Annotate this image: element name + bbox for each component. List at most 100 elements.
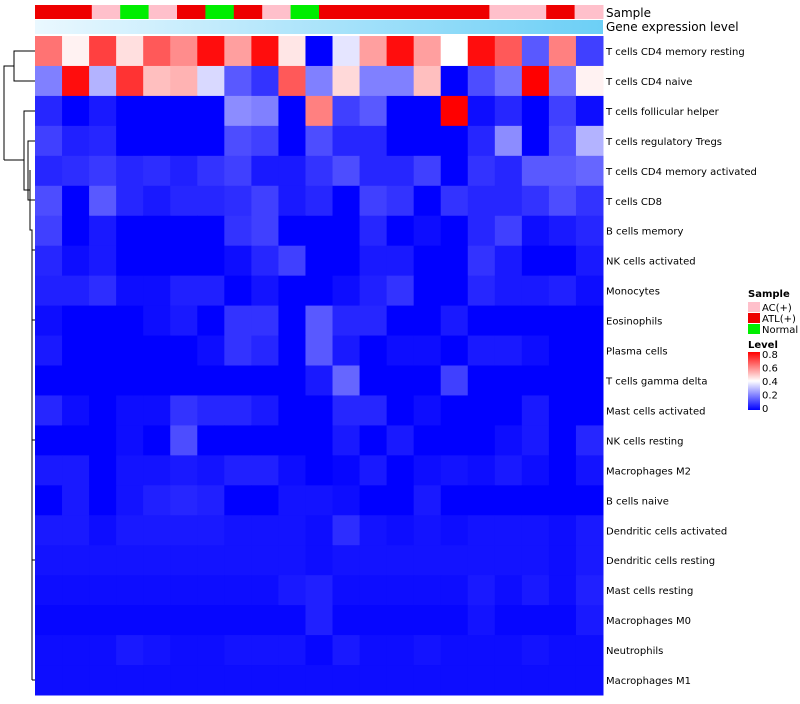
heatmap-cell (62, 155, 90, 187)
heatmap-cell (143, 455, 171, 486)
heatmap-cell (359, 575, 388, 606)
heatmap-cell (197, 215, 225, 247)
heatmap-cell (494, 305, 523, 337)
heatmap-cell (116, 215, 144, 247)
row-label: NK cells activated (606, 257, 696, 268)
heatmap-cell (494, 125, 523, 157)
heatmap-cell (413, 455, 442, 486)
heatmap-cell (170, 515, 198, 546)
heatmap-cell (467, 305, 496, 337)
heatmap-cell (224, 185, 252, 217)
heatmap-cell (251, 545, 279, 576)
row-label: B cells naive (606, 496, 669, 507)
heatmap-cell (413, 635, 442, 666)
heatmap-cell (386, 665, 415, 696)
heatmap-cell (116, 185, 144, 217)
heatmap-cell (575, 65, 604, 97)
heatmap-cell (89, 335, 117, 366)
heatmap-cell (170, 665, 198, 696)
heatmap-cell (35, 455, 63, 486)
heatmap-cell (62, 275, 90, 307)
heatmap-cell (62, 665, 90, 696)
heatmap-cell (440, 65, 469, 97)
heatmap-cell (386, 365, 415, 396)
heatmap-cell (197, 455, 225, 486)
row-labels: T cells CD4 memory resting T cells CD4 na… (605, 47, 757, 687)
heatmap-cell (494, 365, 523, 396)
heatmap-cell (143, 425, 171, 456)
heatmap-cell (170, 155, 198, 187)
heatmap-cell (359, 125, 388, 157)
level-tick-label: 0.2 (762, 391, 778, 402)
heatmap-cell (494, 95, 523, 127)
heatmap-cell (440, 605, 469, 636)
heatmap-cell (89, 36, 117, 67)
gene-expression-bar (35, 20, 603, 34)
heatmap-cell (224, 665, 252, 696)
heatmap-cell (440, 275, 469, 307)
row-label: B cells memory (606, 227, 683, 238)
heatmap-cell (386, 395, 415, 426)
level-tick-label: 0.8 (762, 350, 778, 361)
heatmap-cell (305, 515, 334, 546)
heatmap-cell (197, 515, 225, 546)
heatmap-cell (494, 425, 523, 456)
heatmap-cell (575, 635, 604, 666)
heatmap-cell (467, 365, 496, 396)
heatmap-cell (89, 605, 117, 636)
heatmap-cell (89, 125, 117, 157)
row-label: Macrophages M1 (606, 676, 691, 687)
heatmap-cell (521, 605, 550, 636)
heatmap-cell (359, 635, 388, 666)
heatmap-cell (170, 545, 198, 576)
heatmap-cell (62, 485, 90, 516)
heatmap-cell (548, 575, 577, 606)
heatmap-cell (413, 395, 442, 426)
heatmap-cell (224, 425, 252, 456)
heatmap-cell (143, 515, 171, 546)
heatmap-cell (89, 95, 117, 127)
heatmap-cell (494, 455, 523, 486)
heatmap-cell (440, 245, 469, 277)
heatmap-cell (575, 155, 604, 187)
heatmap-cell (413, 305, 442, 337)
sample-annotation-cell (347, 5, 377, 19)
heatmap-cell (143, 335, 171, 366)
heatmap-cell (521, 36, 550, 67)
heatmap-cell (197, 665, 225, 696)
heatmap-cell (224, 635, 252, 666)
heatmap-cell (251, 185, 279, 217)
heatmap-cell (89, 305, 117, 337)
heatmap-cell (224, 305, 252, 337)
heatmap-cell (278, 275, 306, 307)
heatmap-cell (143, 245, 171, 277)
heatmap-cell (197, 185, 225, 217)
heatmap-cell (278, 455, 306, 486)
row-label: T cells CD4 memory resting (605, 47, 745, 58)
heatmap-cell (251, 365, 279, 396)
heatmap-cell (35, 305, 63, 337)
dendrogram-branch (13, 50, 35, 82)
heatmap-cell (251, 275, 279, 307)
heatmap-cell (305, 395, 334, 426)
heatmap-cell (521, 65, 550, 97)
heatmap-cell (170, 215, 198, 247)
heatmap-cell (332, 185, 361, 217)
heatmap-cell (386, 65, 415, 97)
heatmap-cell (170, 425, 198, 456)
heatmap-cell (575, 365, 604, 396)
heatmap-cell (224, 545, 252, 576)
heatmap-cell (62, 335, 90, 366)
sample-annotation-label: Sample (606, 6, 651, 20)
heatmap-cell (305, 425, 334, 456)
heatmap-cell (386, 155, 415, 187)
dendrogram-branch (29, 170, 33, 680)
heatmap-cell (305, 185, 334, 217)
heatmap-cell (251, 155, 279, 187)
heatmap-cell (359, 275, 388, 307)
heatmap-cell (575, 305, 604, 337)
heatmap-cell (278, 305, 306, 337)
heatmap-cell (386, 575, 415, 606)
heatmap-cell (305, 485, 334, 516)
sample-annotation-cell (63, 5, 93, 19)
